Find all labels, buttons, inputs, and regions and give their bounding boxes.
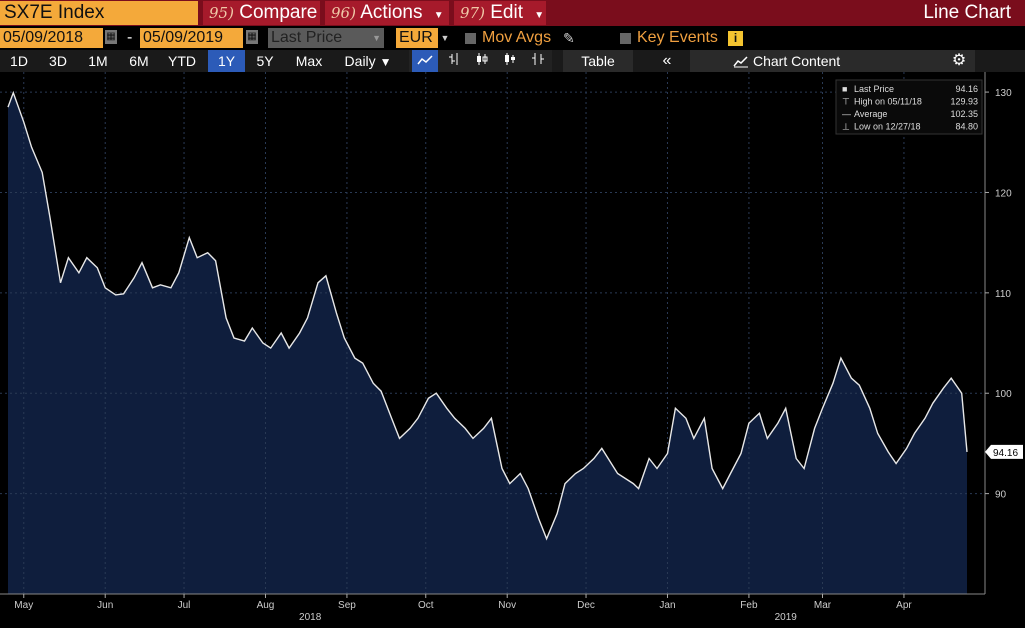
line-chart-icon[interactable]	[412, 50, 438, 72]
bar-chart-icon[interactable]	[442, 50, 466, 72]
x-tick-label: Nov	[498, 600, 516, 611]
legend-marker-icon: ⊥	[842, 122, 850, 132]
caret-down-icon: ▼	[433, 10, 444, 21]
caret-down-icon: ▼	[379, 55, 392, 69]
actions-button[interactable]: 96) Actions ▼	[325, 1, 449, 25]
key-events-checkbox[interactable]	[620, 33, 631, 44]
caret-down-icon: ▼	[372, 33, 381, 43]
x-tick-label: Mar	[814, 600, 832, 611]
step-chart-icon[interactable]	[526, 50, 550, 72]
price-chart: 90 100 110 120 130 May Jun Jul Aug Sep Oct Nov Dec Ja…	[0, 72, 1023, 623]
collapse-icon[interactable]: «	[662, 52, 672, 69]
gear-icon[interactable]: ⚙	[951, 52, 967, 69]
currency-value: EUR	[399, 29, 433, 46]
legend-marker-icon: ⊤	[842, 97, 850, 107]
x-tick-label: Feb	[740, 600, 758, 611]
field-select-value: Last Price	[271, 29, 343, 46]
series-area	[8, 92, 967, 595]
end-date-field[interactable]: 05/09/2019	[140, 28, 243, 48]
x-tick-label: Apr	[896, 600, 912, 611]
top-toolbar: SX7E Index 95) Compare 96) Actions ▼ 97)…	[0, 0, 1025, 26]
legend-label: Low on 12/27/18	[854, 122, 921, 132]
legend-label: Last Price	[854, 84, 894, 94]
caret-down-icon: ▼	[534, 10, 545, 21]
range-1d[interactable]: 1D	[10, 53, 28, 69]
candlestick-icon[interactable]	[470, 50, 494, 72]
chart-content-label: Chart Content	[753, 53, 841, 69]
x-tick-label: Jun	[97, 600, 113, 611]
range-6m[interactable]: 6M	[129, 53, 149, 69]
mov-avgs-checkbox[interactable]	[465, 33, 476, 44]
y-tick-label: 130	[995, 88, 1012, 99]
ticker-field[interactable]: SX7E Index	[0, 1, 198, 25]
chart-type-title: Line Chart	[923, 2, 1011, 23]
ohlc-chart-icon[interactable]	[498, 50, 522, 72]
y-tick-label: 110	[995, 289, 1011, 300]
y-tick-label: 100	[995, 389, 1012, 400]
frequency-value: Daily	[344, 53, 376, 69]
calendar-icon[interactable]: ▦	[105, 30, 117, 44]
compare-button[interactable]: 95) Compare	[203, 1, 320, 25]
range-1y[interactable]: 1Y	[208, 50, 245, 72]
caret-down-icon: ▼	[438, 28, 452, 48]
x-tick-label: Aug	[257, 600, 275, 611]
range-1m[interactable]: 1M	[88, 53, 108, 69]
x-tick-label: May	[14, 600, 33, 611]
chart-content-icon	[733, 54, 749, 73]
last-value-tag	[985, 444, 1023, 459]
range-ytd[interactable]: YTD	[168, 53, 196, 69]
table-label: Table	[581, 53, 615, 69]
x-tick-label: Jul	[178, 600, 191, 611]
range-3d[interactable]: 3D	[49, 53, 67, 69]
chart-style-group	[409, 50, 552, 72]
legend-label: Average	[854, 109, 887, 119]
info-icon[interactable]: i	[728, 31, 743, 46]
range-toolbar: 1D 3D 1M 6M YTD 1Y 5Y Max Daily ▼ Table …	[0, 50, 1025, 72]
legend-value: 84.80	[955, 122, 978, 132]
y-tick-label: 90	[995, 490, 1007, 501]
compare-label: Compare	[239, 2, 318, 23]
y-tick-label: 120	[995, 188, 1012, 199]
actions-label: Actions	[360, 2, 423, 23]
edit-button[interactable]: 97) Edit ▼	[454, 1, 546, 25]
range-5y[interactable]: 5Y	[256, 53, 274, 69]
table-button[interactable]: Table	[563, 50, 633, 72]
currency-select[interactable]: EUR ▼	[396, 28, 452, 48]
series-line	[7, 90, 968, 541]
compare-number: 95)	[209, 4, 234, 22]
last-value-label: 94.16	[993, 448, 1018, 459]
calendar-icon[interactable]: ▦	[246, 30, 258, 44]
controls-row: 05/09/2018 ▦ - 05/09/2019 ▦ Last Price ▼…	[0, 26, 1025, 50]
legend-value: 94.16	[955, 84, 978, 94]
mov-avgs-label: Mov Avgs	[482, 29, 552, 46]
field-select[interactable]: Last Price ▼	[268, 28, 384, 48]
pencil-icon[interactable]: ✎	[563, 30, 575, 46]
legend-value: 102.35	[950, 109, 978, 119]
start-date-field[interactable]: 05/09/2018	[0, 28, 103, 48]
legend-swatch-icon: ■	[842, 84, 847, 94]
year-label: 2019	[775, 612, 798, 623]
legend-label: High on 05/11/18	[854, 97, 922, 107]
date-separator: -	[127, 29, 133, 46]
edit-number: 97)	[460, 4, 485, 22]
x-tick-label: Dec	[577, 600, 595, 611]
x-tick-label: Jan	[659, 600, 675, 611]
frequency-select[interactable]: Daily ▼	[335, 50, 401, 72]
range-max[interactable]: Max	[295, 53, 323, 69]
legend-box	[835, 79, 983, 135]
legend-value: 129.93	[950, 97, 978, 107]
year-label: 2018	[299, 612, 322, 623]
chart-content-button[interactable]: Chart Content ⚙	[690, 50, 975, 72]
ticker-label: SX7E Index	[4, 2, 105, 23]
actions-number: 96)	[331, 4, 356, 22]
x-tick-label: Oct	[418, 600, 434, 611]
x-tick-label: Sep	[338, 600, 356, 611]
chart-area: 90 100 110 120 130 May Jun Jul Aug Sep Oct Nov Dec Ja…	[0, 72, 1025, 623]
legend-marker-icon: —	[842, 109, 851, 119]
edit-label: Edit	[490, 2, 523, 23]
key-events-label: Key Events	[637, 29, 718, 46]
